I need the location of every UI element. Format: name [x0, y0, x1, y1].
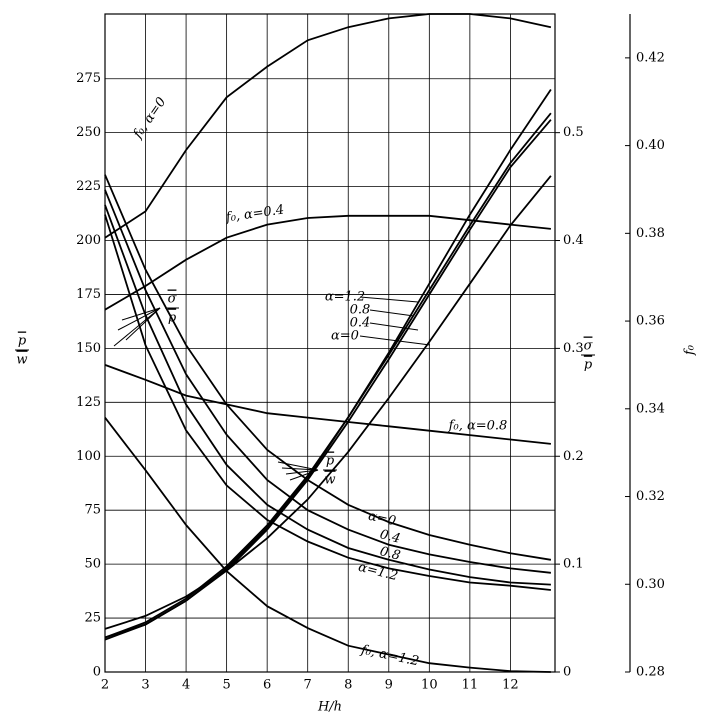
x-tick-label: 8: [344, 678, 352, 693]
y3-tick-label: 0.34: [636, 401, 665, 416]
y2-tick-label: 0: [563, 665, 571, 680]
series-label: α=1.2: [357, 560, 400, 584]
y-tick-label: 200: [76, 233, 101, 248]
y2-tick-label: 0.5: [563, 125, 584, 140]
y2-tick-label: 0.4: [563, 233, 584, 248]
line-series: [104, 174, 552, 561]
x-tick-label: 10: [421, 678, 438, 693]
y-tick-label: 100: [76, 449, 101, 464]
y-tick-label: 250: [76, 125, 101, 140]
y-tick-label: 0: [93, 665, 101, 680]
y3-tick-label: 0.40: [636, 138, 665, 153]
series-label: α=0: [331, 329, 359, 344]
y2-tick-label: 0.2: [563, 449, 584, 464]
x-tick-label: 6: [263, 678, 271, 693]
y3-tick-label: 0.38: [636, 226, 665, 241]
y-tick-label: 175: [76, 287, 101, 302]
y-tick-label: 25: [84, 611, 101, 626]
x-tick-label: 11: [462, 678, 479, 693]
x-tick-label: 4: [182, 678, 190, 693]
y3-tick-label: 0.32: [636, 489, 665, 504]
annotation-num: p: [326, 454, 335, 469]
y3-tick-label: 0.42: [636, 50, 665, 65]
y-tick-label: 150: [76, 341, 101, 356]
y-tick-label: 75: [84, 503, 101, 518]
line-series: [104, 175, 552, 630]
series-label: 0.8: [378, 544, 402, 564]
y-axis-label-num: p: [18, 334, 27, 349]
series-label: 0.4: [350, 316, 371, 331]
line-series: [104, 119, 552, 639]
line-series: [104, 214, 551, 591]
x-tick-label: 2: [101, 678, 109, 693]
line-series: [104, 364, 551, 445]
series-label: f₀, α=0.4: [224, 202, 285, 225]
x-tick-label: 12: [502, 678, 519, 693]
y-tick-label: 275: [76, 71, 101, 86]
annotation-num: σ: [168, 292, 178, 307]
y2-tick-label: 0.3: [563, 341, 584, 356]
y3-tick-label: 0.36: [636, 314, 665, 329]
y3-axis-label: f₀: [683, 344, 698, 356]
series-label: f₀, α=1.2: [359, 642, 420, 669]
x-tick-label: 3: [141, 678, 149, 693]
line-series: [104, 13, 552, 239]
y2-tick-label: 0.1: [563, 557, 584, 572]
series-label: α=0: [367, 509, 397, 529]
plot-frame: [104, 13, 556, 673]
x-tick-label: 5: [222, 678, 230, 693]
series-label: 0.4: [378, 527, 402, 547]
y2-axis-label-den: p: [584, 358, 593, 373]
y-axis-label-den: w: [16, 353, 27, 368]
x-tick-label: 7: [304, 678, 312, 693]
x-axis-label: H/h: [317, 700, 342, 715]
series-label: f₀, α=0: [130, 95, 169, 142]
series-label: 0.8: [350, 303, 371, 318]
y3-tick-label: 0.28: [636, 665, 665, 680]
series-label: f₀, α=0.8: [448, 419, 508, 434]
line-series: [104, 204, 551, 586]
annotation-den: w: [324, 473, 335, 488]
x-tick-label: 9: [385, 678, 393, 693]
y2-axis-label-num: σ: [584, 339, 594, 354]
y-tick-label: 225: [76, 179, 101, 194]
line-series: [104, 417, 551, 673]
series-label: α=1.2: [325, 290, 365, 305]
line-series: [104, 112, 552, 639]
y-tick-label: 50: [84, 557, 101, 572]
y-tick-label: 125: [76, 395, 101, 410]
y3-tick-label: 0.30: [636, 577, 665, 592]
line-series: [104, 189, 551, 574]
